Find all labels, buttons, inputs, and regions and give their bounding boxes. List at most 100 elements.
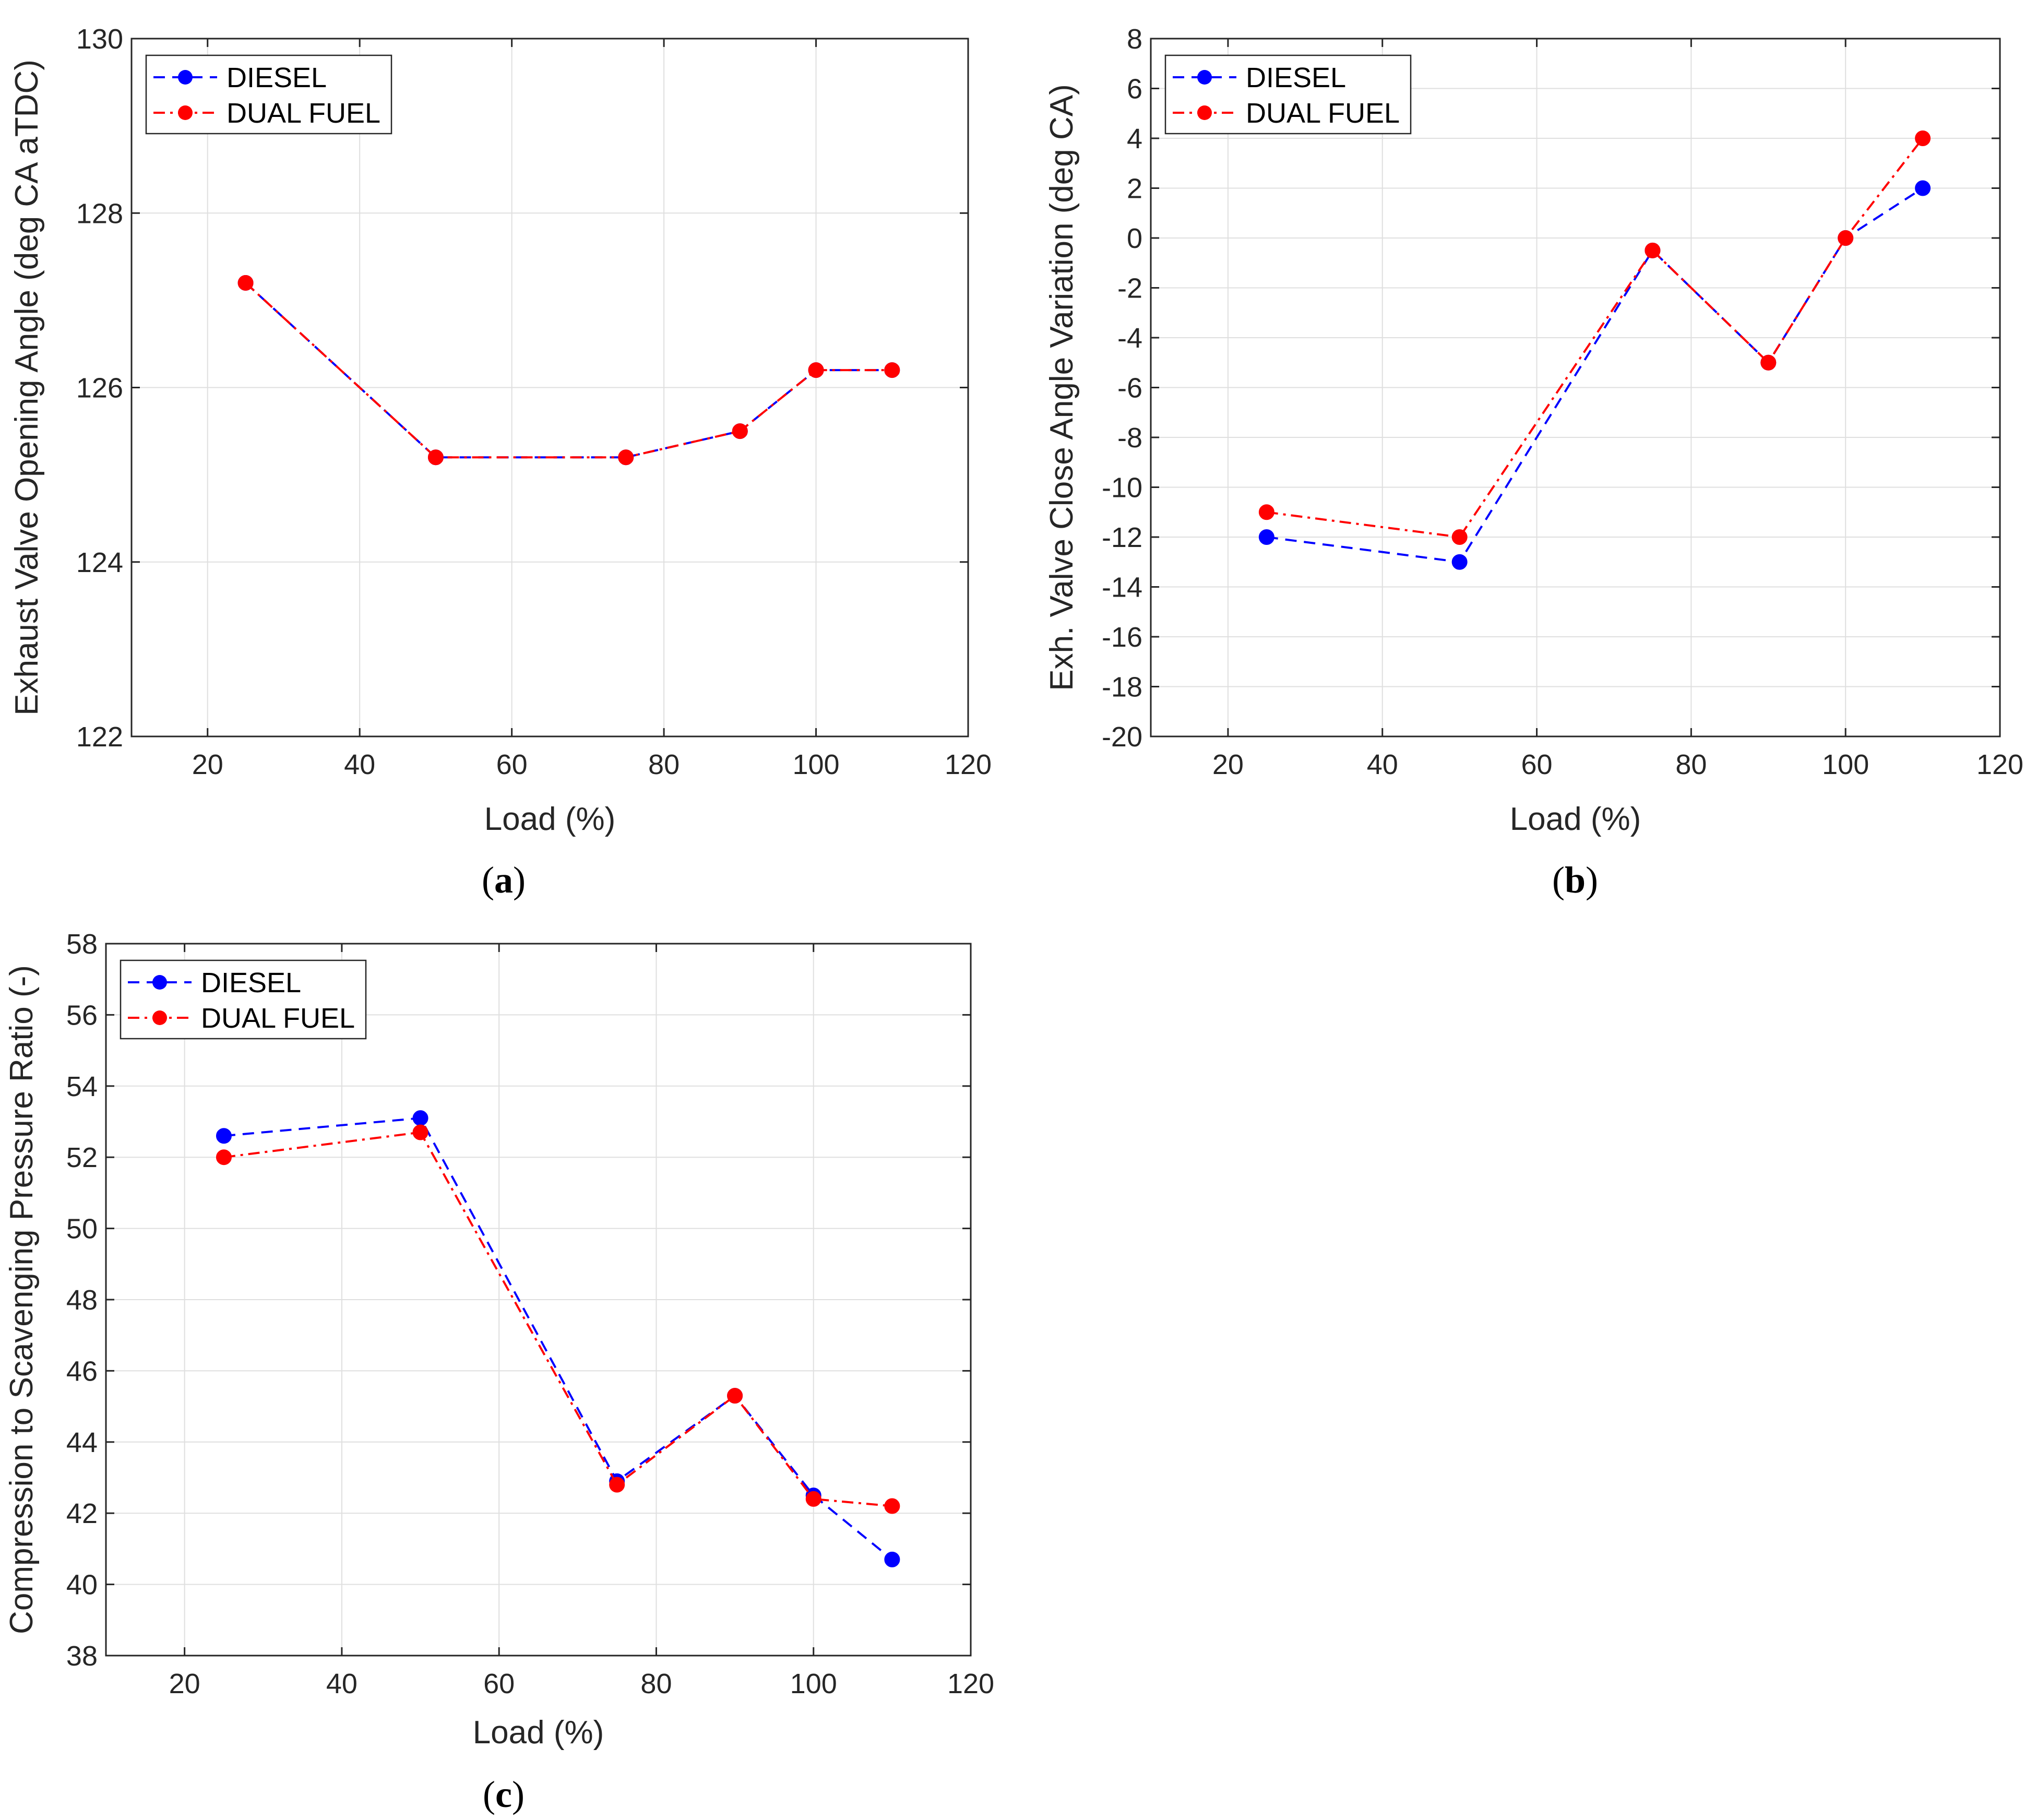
data-point [808, 362, 824, 378]
y-tick-label: 122 [76, 721, 123, 753]
y-tick-label: 126 [76, 373, 123, 404]
x-axis-label: Load (%) [484, 801, 616, 837]
legend: DIESEL DUAL FUEL [145, 54, 392, 135]
y-tick-label: 38 [66, 1640, 98, 1672]
x-tick-label: 80 [1675, 749, 1707, 780]
x-tick-label: 60 [483, 1668, 515, 1699]
legend-marker [178, 105, 193, 120]
legend-marker [152, 1010, 167, 1025]
y-tick-label: -8 [1117, 422, 1142, 454]
y-axis-label: Exh. Valve Close Angle Variation (deg CA… [1044, 84, 1080, 691]
y-tick-label: -16 [1102, 622, 1142, 653]
data-point [412, 1110, 428, 1126]
y-tick-label: 46 [66, 1355, 98, 1387]
y-tick-label: 56 [66, 1000, 98, 1031]
legend-marker [1197, 70, 1212, 85]
series-line [245, 282, 892, 459]
data-point [609, 1477, 625, 1493]
legend-label: DUAL FUEL [201, 1003, 355, 1034]
data-point [884, 1498, 900, 1514]
data-point [618, 449, 634, 466]
chart-panel-c: 20 40 60 80 100 120 38 40 42 44 46 48 50 52 54 56 58 Load… [4, 929, 994, 1815]
data-point [1258, 529, 1274, 545]
y-tick-label: -14 [1102, 572, 1142, 603]
y-tick-label: 6 [1127, 74, 1142, 105]
y-tick-label: 58 [66, 929, 98, 960]
y-tick-label: 54 [66, 1071, 98, 1102]
legend-label: DIESEL [1246, 62, 1346, 93]
legend-box [145, 54, 392, 135]
y-tick-label: 40 [66, 1569, 98, 1601]
legend-marker [152, 975, 167, 990]
y-tick-label: 44 [66, 1427, 98, 1458]
x-tick-label: 20 [192, 749, 223, 780]
y-tick-label: -10 [1102, 472, 1142, 504]
legend: DIESEL DUAL FUEL [1164, 54, 1412, 135]
y-axis-label: Compression to Scavenging Pressure Ratio… [4, 965, 40, 1634]
legend-marker [1197, 105, 1212, 120]
x-tick-label: 40 [1367, 749, 1398, 780]
y-tick-label: 42 [66, 1498, 98, 1529]
y-tick-label: 124 [76, 547, 123, 578]
series-dual-fuel [237, 275, 900, 466]
series-dual-fuel [1258, 130, 1931, 545]
chart-panel-a: 20 40 60 80 100 120 122 124 126 128 130 Load (%) Exh… [9, 23, 992, 901]
data-point [216, 1128, 232, 1144]
x-tick-label: 120 [945, 749, 992, 780]
x-tick-label: 100 [1822, 749, 1869, 780]
data-point [1915, 130, 1931, 146]
y-axis-label: Exhaust Valve Opening Angle (deg CA aTDC… [9, 60, 45, 716]
x-tick-label: 80 [648, 749, 680, 780]
x-tick-label: 100 [790, 1668, 837, 1699]
legend-label: DUAL FUEL [1246, 98, 1400, 129]
data-point [237, 275, 254, 291]
data-point [884, 362, 900, 378]
x-tick-label: 40 [326, 1668, 358, 1699]
y-tick-label: 48 [66, 1284, 98, 1316]
series-line [223, 1117, 893, 1561]
y-tick-label: 130 [76, 23, 123, 55]
y-tick-label: -20 [1102, 721, 1142, 753]
data-point [1451, 554, 1468, 570]
y-tick-label: -18 [1102, 672, 1142, 703]
data-point [805, 1491, 821, 1507]
y-tick-label: 8 [1127, 23, 1142, 55]
panel-caption: (a) [482, 859, 526, 901]
x-axis-label: Load (%) [1510, 801, 1641, 837]
data-point [732, 423, 748, 439]
y-tick-label: 128 [76, 198, 123, 229]
y-tick-label: 52 [66, 1142, 98, 1173]
data-point [727, 1388, 743, 1404]
data-point [412, 1124, 428, 1140]
y-tick-label: -2 [1117, 273, 1142, 304]
data-point [216, 1149, 232, 1165]
y-tick-label: 4 [1127, 123, 1142, 154]
data-point [1915, 180, 1931, 196]
x-tick-label: 80 [640, 1668, 672, 1699]
legend-box [120, 959, 367, 1040]
panel-caption: (b) [1552, 859, 1598, 901]
data-point [1258, 504, 1274, 520]
y-tick-label: -12 [1102, 522, 1142, 553]
x-tick-label: 60 [496, 749, 528, 780]
legend-label: DIESEL [227, 62, 327, 93]
series-line [1266, 137, 1924, 539]
series-line [223, 1131, 892, 1507]
legend-box [1164, 54, 1412, 135]
legend-label: DIESEL [201, 967, 301, 998]
legend-marker [178, 70, 193, 85]
x-tick-label: 60 [1521, 749, 1553, 780]
x-tick-label: 120 [1976, 749, 2023, 780]
data-point [1760, 354, 1777, 371]
x-tick-label: 20 [169, 1668, 200, 1699]
data-point [1451, 529, 1468, 545]
x-axis-label: Load (%) [473, 1715, 604, 1751]
y-tick-label: 0 [1127, 223, 1142, 254]
y-tick-label: 50 [66, 1214, 98, 1245]
x-tick-label: 40 [344, 749, 375, 780]
x-tick-label: 120 [947, 1668, 994, 1699]
y-tick-label: 2 [1127, 173, 1142, 205]
data-point [884, 1551, 900, 1567]
x-tick-label: 20 [1212, 749, 1244, 780]
